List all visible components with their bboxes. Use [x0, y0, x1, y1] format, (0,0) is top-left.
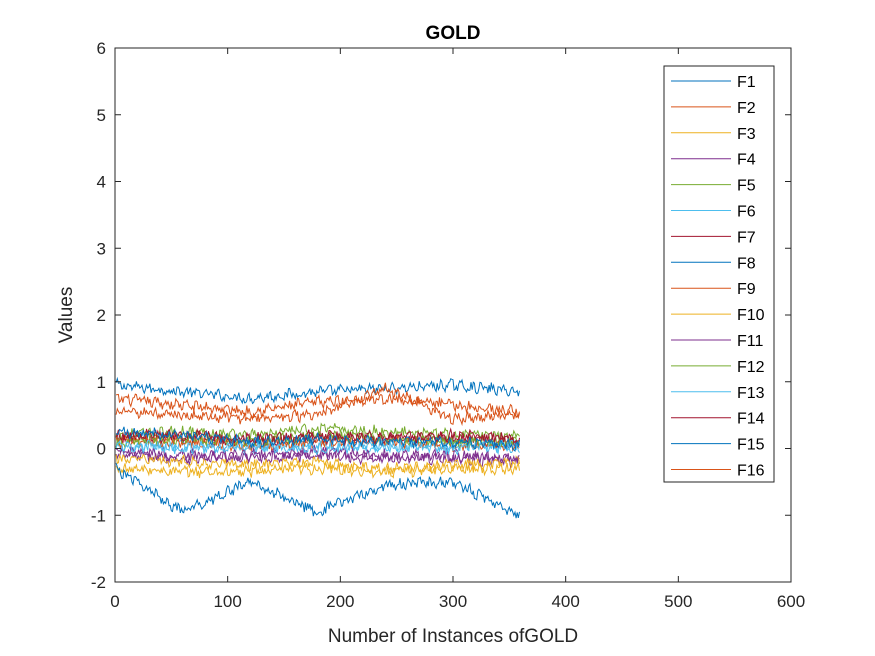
- x-tick-label: 600: [777, 592, 805, 611]
- y-tick-label: 4: [97, 173, 106, 192]
- series-line-f8: [115, 462, 520, 519]
- legend-label: F16: [737, 463, 765, 480]
- series-line-f2: [115, 392, 520, 419]
- legend-label: F5: [737, 178, 756, 195]
- x-tick-label: 100: [213, 592, 241, 611]
- y-tick-label: 6: [97, 39, 106, 58]
- legend-label: F10: [737, 307, 765, 324]
- y-axis-title: Values: [56, 287, 77, 344]
- y-tick-label: 3: [97, 239, 106, 258]
- legend-label: F14: [737, 411, 765, 428]
- x-tick-label: 200: [326, 592, 354, 611]
- y-tick-label: -2: [91, 573, 106, 592]
- series-line-f16: [115, 382, 520, 427]
- legend-label: F9: [737, 281, 756, 298]
- x-tick-label: 500: [664, 592, 692, 611]
- x-tick-label: 400: [551, 592, 579, 611]
- legend-label: F4: [737, 152, 756, 169]
- legend-label: F6: [737, 204, 756, 221]
- legend-label: F13: [737, 385, 765, 402]
- legend-label: F15: [737, 437, 765, 454]
- y-tick-label: 5: [97, 106, 106, 125]
- legend-label: F7: [737, 229, 756, 246]
- legend-box: [663, 65, 775, 483]
- y-tick-label: 2: [97, 306, 106, 325]
- legend-items: F1 F2 F3 F4 F5 F6 F7 F8 F9 F10 F11 F12 F13 F14 F15 F16: [671, 74, 765, 480]
- series-line-f3: [115, 460, 520, 479]
- series-line-f10: [115, 453, 520, 475]
- legend-label: F2: [737, 100, 756, 117]
- legend-label: F3: [737, 126, 756, 143]
- y-tick-label: -1: [91, 506, 106, 525]
- series-line-f13: [115, 438, 520, 456]
- series-line-f1: [115, 376, 520, 405]
- y-tick-label: 0: [97, 440, 106, 459]
- legend: F1 F2 F3 F4 F5 F6 F7 F8 F9 F10 F11 F12 F13 F14 F15 F16: [663, 65, 775, 483]
- legend-label: F8: [737, 255, 756, 272]
- series-layer: [115, 376, 520, 519]
- x-tick-label: 0: [110, 592, 119, 611]
- legend-label: F12: [737, 359, 765, 376]
- legend-label: F1: [737, 74, 756, 91]
- y-tick-label: 1: [97, 373, 106, 392]
- legend-label: F11: [737, 333, 763, 350]
- x-tick-label: 300: [439, 592, 467, 611]
- series-line-f15: [115, 426, 520, 453]
- tick-layer: 0 100 200 300 400 500 600 -2 -1 0 1 2 3 4 5 6: [91, 39, 805, 611]
- x-axis-title: Number of Instances ofGOLD: [328, 626, 578, 647]
- chart-title: GOLD: [426, 23, 481, 44]
